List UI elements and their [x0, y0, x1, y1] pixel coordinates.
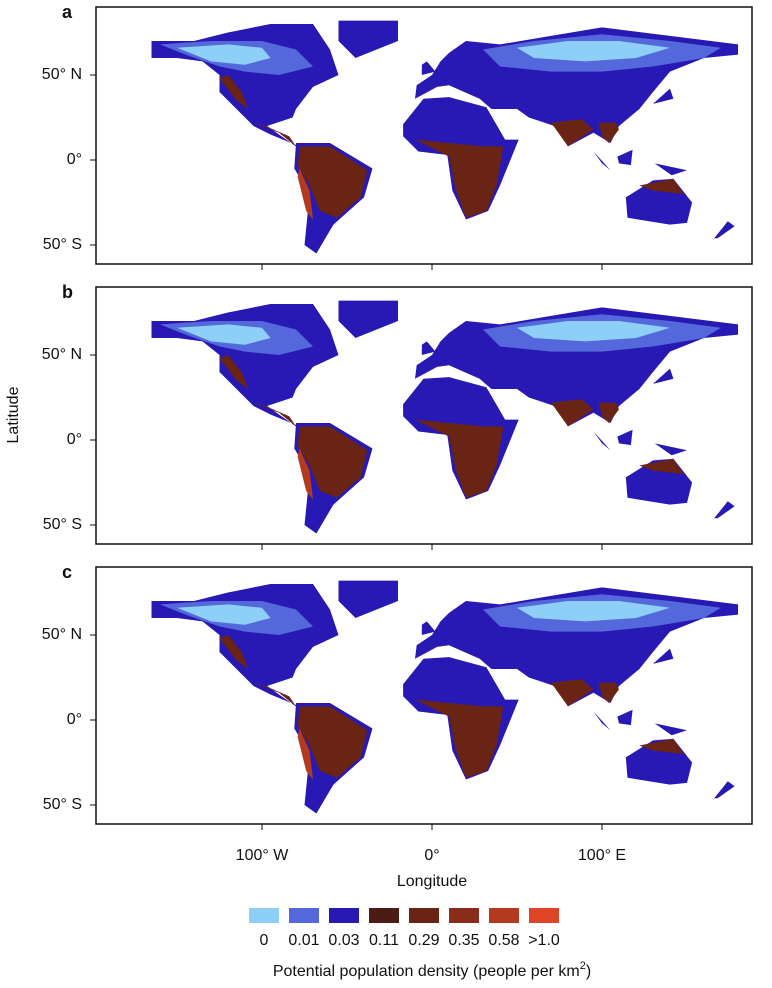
legend-swatch — [249, 908, 279, 923]
legend-label: 0.29 — [408, 932, 439, 949]
legend-swatch — [329, 908, 359, 923]
map-panel: c 50° N 0° 50° S — [42, 562, 753, 830]
x-tick-label: 0° — [424, 847, 439, 864]
legend-swatch — [489, 908, 519, 923]
legend-title-text: Potential population density (people per… — [273, 963, 580, 980]
map-panel: a 50° N 0° 50° S — [42, 2, 753, 270]
y-tick-label: 0° — [67, 711, 82, 728]
x-axis-label: Longitude — [397, 873, 467, 890]
x-tick-label: 100° W — [236, 847, 290, 864]
panel-letter: c — [62, 562, 72, 582]
map-panel: b 50° N 0° 50° S — [42, 282, 753, 550]
legend-label: 0.11 — [369, 932, 399, 949]
legend-title: Potential population density (people per… — [273, 960, 591, 980]
legend-label: >1.0 — [528, 932, 560, 949]
y-tick-label: 50° N — [42, 346, 82, 363]
legend-swatch — [369, 908, 399, 923]
legend-label: 0.03 — [328, 932, 359, 949]
y-tick-label: 50° S — [43, 236, 82, 253]
panel-letter: a — [62, 2, 73, 22]
legend-label: 0 — [260, 932, 269, 949]
legend-swatch — [529, 908, 559, 923]
y-tick-label: 50° N — [42, 66, 82, 83]
legend-label: 0.58 — [488, 932, 519, 949]
y-tick-label: 50° S — [43, 796, 82, 813]
x-tick-label: 100° E — [578, 847, 626, 864]
legend-swatch — [289, 908, 319, 923]
y-tick-label: 0° — [67, 431, 82, 448]
legend-label: 0.35 — [448, 932, 479, 949]
legend-swatch — [449, 908, 479, 923]
y-tick-label: 0° — [67, 151, 82, 168]
legend-title-superscript: 2 — [580, 960, 586, 972]
legend-swatch — [409, 908, 439, 923]
legend-title-end: ) — [586, 963, 591, 980]
panel-letter: b — [62, 282, 73, 302]
legend-label: 0.01 — [288, 932, 319, 949]
y-tick-label: 50° N — [42, 626, 82, 643]
y-axis-label: Latitude — [5, 386, 22, 443]
y-tick-label: 50° S — [43, 516, 82, 533]
